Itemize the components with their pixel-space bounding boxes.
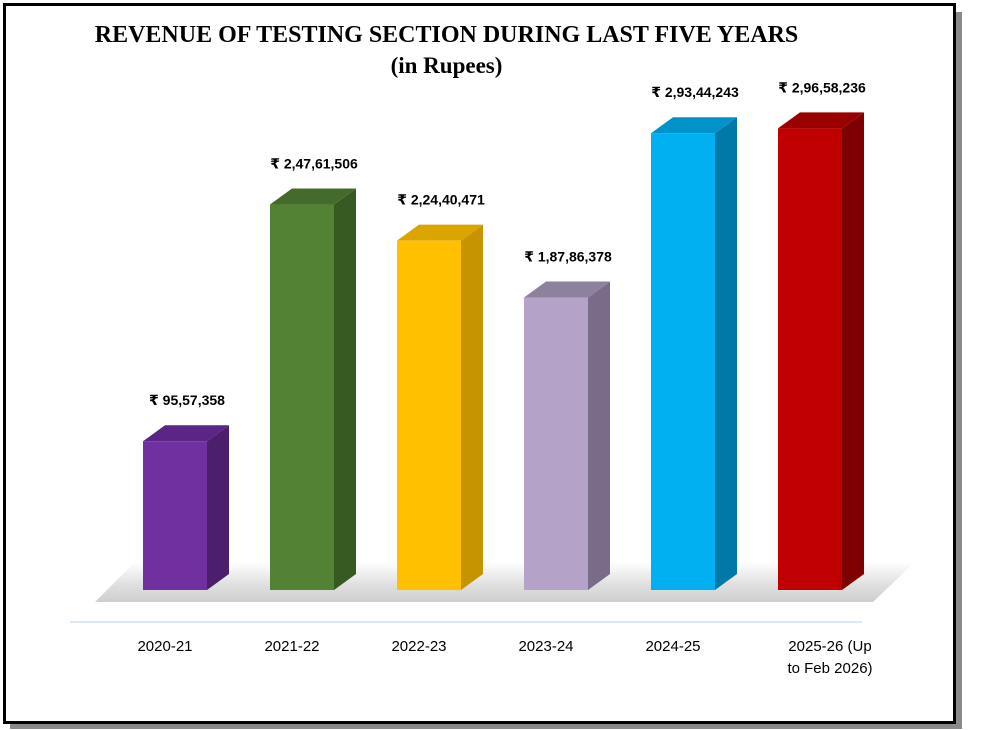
- data-label: ₹ 2,47,61,506: [270, 156, 358, 172]
- bar-top: [270, 188, 356, 205]
- data-label: ₹ 95,57,358: [149, 392, 225, 408]
- data-label: ₹ 1,87,86,378: [524, 249, 612, 265]
- bar-2025-26 (Up to Feb 2026): [778, 112, 864, 590]
- bar-front: [143, 441, 207, 590]
- bar-front: [778, 128, 842, 590]
- bar-2024-25: [651, 117, 737, 591]
- data-label: ₹ 2,93,44,243: [651, 84, 739, 100]
- bar-2023-24: [524, 281, 610, 590]
- bar-front: [524, 297, 588, 590]
- x-tick-label: 2023-24: [518, 638, 573, 655]
- bar-front: [270, 204, 334, 590]
- x-tick-label: to Feb 2026): [787, 660, 872, 677]
- bar-2020-21: [143, 425, 229, 590]
- bar-2022-23: [397, 224, 483, 590]
- x-tick-label: 2024-25: [645, 638, 700, 655]
- chart-title: REVENUE OF TESTING SECTION DURING LAST F…: [94, 22, 799, 48]
- bar-side: [715, 117, 737, 591]
- x-tick-label: 2020-21: [137, 638, 192, 655]
- x-tick-label: 2021-22: [264, 638, 319, 655]
- bar-top: [778, 112, 864, 129]
- x-tick-label: 2022-23: [391, 638, 446, 655]
- data-label: ₹ 2,96,58,236: [778, 79, 866, 95]
- bar-front: [397, 240, 461, 590]
- x-tick-label: 2025-26 (Up: [788, 638, 871, 655]
- bar-side: [842, 112, 864, 590]
- bar-side: [461, 224, 483, 590]
- bar-front: [651, 133, 715, 590]
- bar-top: [524, 281, 610, 298]
- bar-side: [334, 188, 356, 590]
- frame-shadow-right: [956, 12, 962, 728]
- bar-2021-22: [270, 188, 356, 590]
- bar-side: [207, 425, 229, 590]
- bar-top: [651, 117, 737, 134]
- bar-top: [397, 224, 483, 241]
- frame-shadow-bottom: [10, 724, 962, 729]
- data-label: ₹ 2,24,40,471: [397, 192, 485, 208]
- chart-subtitle: (in Rupees): [390, 53, 503, 78]
- bar-side: [588, 281, 610, 590]
- bar-top: [143, 425, 229, 442]
